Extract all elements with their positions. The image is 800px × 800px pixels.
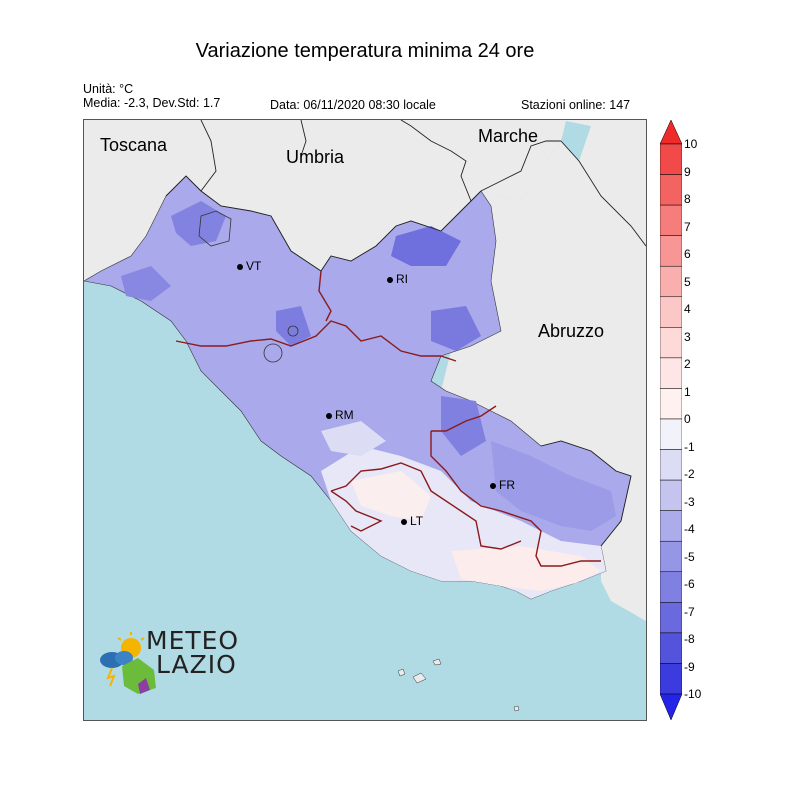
- colorbar-tick-label: -3: [684, 494, 695, 509]
- province-borders: [175, 270, 601, 567]
- colorbar-tick-label: -4: [684, 522, 695, 536]
- colorbar-segment: [660, 510, 682, 542]
- stations-label: Stazioni online: 147: [521, 98, 631, 112]
- map-area: Toscana Umbria Marche Abruzzo VT RI RM F…: [83, 119, 647, 721]
- region-label-toscana: Toscana: [100, 135, 168, 155]
- colorbar-tick-label: 6: [684, 247, 691, 261]
- meteolazio-logo: METEO LAZIO: [98, 628, 248, 700]
- lazio-map: [84, 120, 646, 712]
- city-label: LT: [410, 514, 424, 528]
- city-label: VT: [246, 259, 262, 273]
- colorbar-tick-label: 8: [684, 192, 691, 206]
- colorbar-tick-label: 9: [684, 164, 691, 179]
- colorbar-tick-label: -1: [684, 439, 695, 454]
- colorbar-tick-label: -10: [684, 687, 702, 701]
- colorbar-segment: [660, 449, 682, 481]
- logo-weather-icon: [100, 632, 156, 694]
- colorbar-segment: [660, 265, 682, 298]
- colorbar-tick-label: 0: [684, 412, 691, 426]
- colorbar-segment: [660, 174, 682, 206]
- colorbar-tick-label: -7: [684, 604, 695, 619]
- colorbar-segment: [660, 327, 682, 359]
- map-title: Variazione temperatura minima 24 ore: [195, 40, 535, 62]
- colorbar-segment: [660, 357, 682, 389]
- logo-text-lazio: LAZIO: [156, 650, 237, 679]
- city-dot: [387, 277, 393, 283]
- colorbar-bottom-triangle: [660, 693, 682, 720]
- colorbar-segment: [660, 204, 682, 236]
- colorbar-segment: [660, 235, 682, 267]
- colorbar-tick-label: -6: [684, 577, 695, 591]
- colorbar-segment: [660, 540, 682, 573]
- colorbar-tick-label: 5: [684, 274, 691, 289]
- colorbar-segment: [660, 296, 682, 328]
- colorbar-tick-label: 1: [684, 384, 691, 399]
- colorbar-tick-label: -8: [684, 632, 695, 646]
- colorbar-tick-label: 3: [684, 329, 691, 344]
- colorbar-segment: [660, 479, 682, 511]
- colorbar-segment: [660, 388, 682, 420]
- colorbar-segment: [660, 602, 682, 634]
- colorbar: [660, 120, 682, 720]
- units-label: Unità: °C: [83, 82, 134, 96]
- region-label-umbria: Umbria: [286, 147, 345, 167]
- city-label: RM: [335, 408, 354, 422]
- region-label-abruzzo: Abruzzo: [538, 321, 605, 341]
- neighbor-regions: [84, 120, 646, 281]
- colorbar-tick-label: 4: [684, 302, 691, 316]
- date-label: Data: 06/11/2020 08:30 locale: [270, 98, 436, 112]
- colorbar-tick-label: -9: [684, 659, 695, 674]
- colorbar-tick-label: -5: [684, 549, 695, 564]
- colorbar-tick-label: 10: [684, 137, 698, 151]
- colorbar-segment: [660, 571, 682, 603]
- city-dot: [237, 264, 243, 270]
- city-label: FR: [499, 478, 515, 492]
- colorbar-segment: [660, 418, 682, 450]
- logo-text-meteo: METEO: [146, 626, 240, 655]
- stats-label: Media: -2.3, Dev.Std: 1.7: [83, 96, 221, 110]
- colorbar-tick-label: -2: [684, 467, 695, 481]
- colorbar-segment: [660, 143, 682, 175]
- colorbar-segment: [660, 632, 682, 664]
- colorbar-top-triangle: [660, 120, 682, 145]
- region-label-marche: Marche: [478, 126, 539, 146]
- colorbar-tick-label: 2: [684, 357, 691, 371]
- city-dot: [326, 413, 332, 419]
- city-label: RI: [396, 272, 408, 286]
- colorbar-tick-label: 7: [684, 219, 691, 234]
- colorbar-segment: [660, 663, 682, 695]
- city-dot: [401, 519, 407, 525]
- city-dot: [490, 483, 496, 489]
